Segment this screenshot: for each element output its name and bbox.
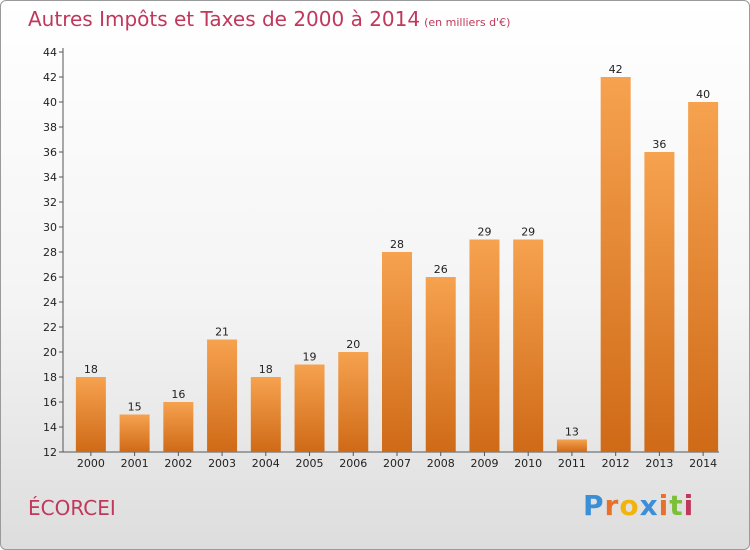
y-tick-label: 14 xyxy=(43,421,57,434)
value-label-2006: 20 xyxy=(346,338,360,351)
x-tick-label: 2002 xyxy=(164,457,192,470)
x-tick-label: 2012 xyxy=(602,457,630,470)
y-tick-label: 32 xyxy=(43,196,57,209)
x-tick-label: 2003 xyxy=(208,457,236,470)
bar-2010 xyxy=(513,239,544,452)
y-tick-label: 18 xyxy=(43,371,57,384)
bar-2014 xyxy=(688,102,719,452)
y-tick-label: 12 xyxy=(43,446,57,459)
y-tick-label: 34 xyxy=(43,171,57,184)
value-label-2008: 26 xyxy=(434,263,448,276)
x-tick-label: 2013 xyxy=(645,457,673,470)
x-tick-label: 2001 xyxy=(121,457,149,470)
y-tick-label: 22 xyxy=(43,321,57,334)
logo-letter: i xyxy=(683,489,695,522)
bar-2001 xyxy=(119,414,150,452)
value-label-2005: 19 xyxy=(303,351,317,364)
x-tick-label: 2009 xyxy=(470,457,498,470)
x-tick-label: 2004 xyxy=(252,457,280,470)
title-text: Autres Impôts et Taxes de 2000 à 2014 xyxy=(28,7,421,31)
logo-letter: x xyxy=(639,489,659,522)
bar-2009 xyxy=(469,239,500,452)
value-label-2010: 29 xyxy=(521,226,535,239)
logo-letter: i xyxy=(658,489,670,522)
y-axis: 12 14 16 18 20 22 24 26 28 30 32 34 36 38 40 42 44 xyxy=(43,46,64,459)
logo-letter: P xyxy=(583,489,605,522)
y-tick-label: 26 xyxy=(43,271,57,284)
bar-2011 xyxy=(556,439,587,452)
x-tick-label: 2007 xyxy=(383,457,411,470)
x-tick-label: 2005 xyxy=(296,457,324,470)
value-label-2000: 18 xyxy=(84,363,98,376)
bar-2004 xyxy=(250,377,281,452)
y-tick-label: 42 xyxy=(43,71,57,84)
x-tick-label: 2006 xyxy=(339,457,367,470)
x-tick-label: 2010 xyxy=(514,457,542,470)
bar-2013 xyxy=(644,152,675,452)
value-label-2012: 42 xyxy=(609,63,623,76)
chart-title: Autres Impôts et Taxes de 2000 à 2014 (en… xyxy=(28,7,510,31)
bars xyxy=(75,77,719,452)
value-label-2007: 28 xyxy=(390,238,404,251)
logo-letter: r xyxy=(604,489,620,522)
value-label-2003: 21 xyxy=(215,326,229,339)
logo-letter: t xyxy=(669,489,684,522)
bar-2012 xyxy=(600,77,631,452)
x-axis: 2000 2001 2002 2003 2004 2005 2006 2007 2008 2009… xyxy=(63,451,719,470)
y-tick-label: 30 xyxy=(43,221,57,234)
value-label-2011: 13 xyxy=(565,426,579,439)
bar-2005 xyxy=(294,364,325,452)
bar-2006 xyxy=(338,352,369,452)
x-tick-label: 2014 xyxy=(689,457,717,470)
value-label-2004: 18 xyxy=(259,363,273,376)
value-label-2009: 29 xyxy=(477,226,491,239)
proxiti-logo: Proxiti xyxy=(583,489,694,522)
x-tick-label: 2000 xyxy=(77,457,105,470)
value-label-2002: 16 xyxy=(171,388,185,401)
value-labels: 18 15 16 21 18 19 20 28 26 29 29 13 42 36 40 xyxy=(84,63,710,439)
value-label-2013: 36 xyxy=(652,138,666,151)
y-tick-label: 40 xyxy=(43,96,57,109)
bar-2003 xyxy=(207,339,238,452)
y-tick-label: 38 xyxy=(43,121,57,134)
y-tick-label: 20 xyxy=(43,346,57,359)
bar-2008 xyxy=(425,277,456,452)
y-tick-label: 24 xyxy=(43,296,57,309)
bar-2000 xyxy=(75,377,106,452)
x-tick-label: 2011 xyxy=(558,457,586,470)
value-label-2014: 40 xyxy=(696,88,710,101)
y-tick-label: 36 xyxy=(43,146,57,159)
x-tick-label: 2008 xyxy=(427,457,455,470)
value-label-2001: 15 xyxy=(128,401,142,414)
y-tick-label: 16 xyxy=(43,396,57,409)
logo-letter: o xyxy=(619,489,640,522)
commune-name: ÉCORCEI xyxy=(28,496,116,520)
y-tick-label: 44 xyxy=(43,46,57,59)
bar-2002 xyxy=(163,402,194,452)
y-tick-label: 28 xyxy=(43,246,57,259)
title-unit: (en milliers d'€) xyxy=(424,16,511,29)
bar-2007 xyxy=(382,252,412,452)
